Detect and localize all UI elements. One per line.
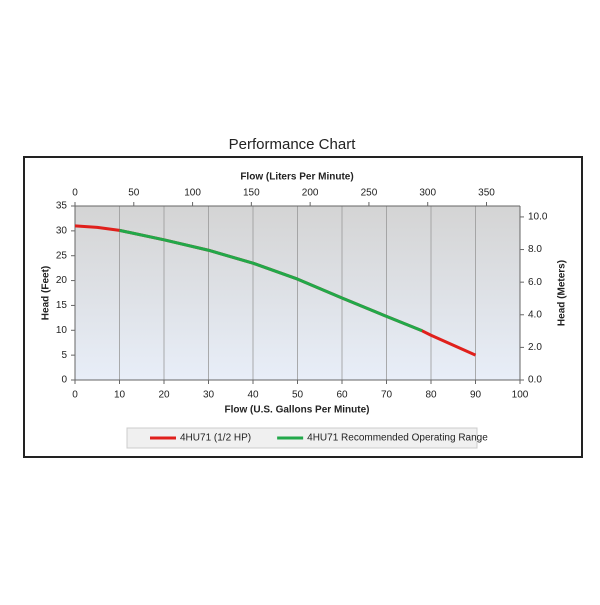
x2-tick-label: 200 — [302, 188, 319, 199]
y-axis-title: Head (Feet) — [41, 266, 52, 320]
legend-label: 4HU71 (1/2 HP) — [180, 433, 251, 444]
x2-tick-label: 0 — [72, 188, 78, 199]
y-tick-label: 30 — [56, 225, 68, 236]
x2-tick-label: 300 — [419, 188, 436, 199]
y2-tick-label: 2.0 — [528, 342, 542, 353]
legend-label: 4HU71 Recommended Operating Range — [307, 433, 488, 444]
x-tick-label: 0 — [72, 390, 78, 401]
x-axis-title: Flow (U.S. Gallons Per Minute) — [224, 405, 369, 416]
x2-tick-label: 150 — [243, 188, 260, 199]
x-tick-label: 20 — [158, 390, 170, 401]
x-tick-label: 100 — [512, 390, 529, 401]
y-tick-label: 35 — [56, 201, 68, 212]
y2-tick-label: 4.0 — [528, 309, 542, 320]
x-tick-label: 70 — [381, 390, 393, 401]
x-tick-label: 40 — [247, 390, 259, 401]
series-line — [119, 228, 423, 333]
y-tick-label: 25 — [56, 250, 68, 261]
x2-axis-title: Flow (Liters Per Minute) — [240, 172, 353, 183]
x-tick-label: 50 — [292, 390, 304, 401]
x2-tick-label: 50 — [128, 188, 140, 199]
x-tick-label: 30 — [203, 390, 215, 401]
x-tick-label: 10 — [114, 390, 126, 401]
y2-tick-label: 6.0 — [528, 277, 542, 288]
y2-tick-label: 8.0 — [528, 244, 542, 255]
y2-tick-label: 0.0 — [528, 375, 542, 386]
x2-tick-label: 100 — [184, 188, 201, 199]
x-tick-label: 80 — [425, 390, 437, 401]
chart-title: Performance Chart — [229, 136, 357, 153]
y-tick-label: 15 — [56, 300, 68, 311]
y-tick-label: 0 — [61, 375, 67, 386]
x2-tick-label: 250 — [361, 188, 378, 199]
y-tick-label: 10 — [56, 325, 68, 336]
x-tick-label: 60 — [336, 390, 348, 401]
x-tick-label: 90 — [470, 390, 482, 401]
x2-tick-label: 350 — [478, 188, 495, 199]
y-tick-label: 5 — [61, 350, 67, 361]
y2-axis-title: Head (Meters) — [557, 260, 568, 326]
y2-tick-label: 10.0 — [528, 212, 548, 223]
y-tick-label: 20 — [56, 275, 68, 286]
